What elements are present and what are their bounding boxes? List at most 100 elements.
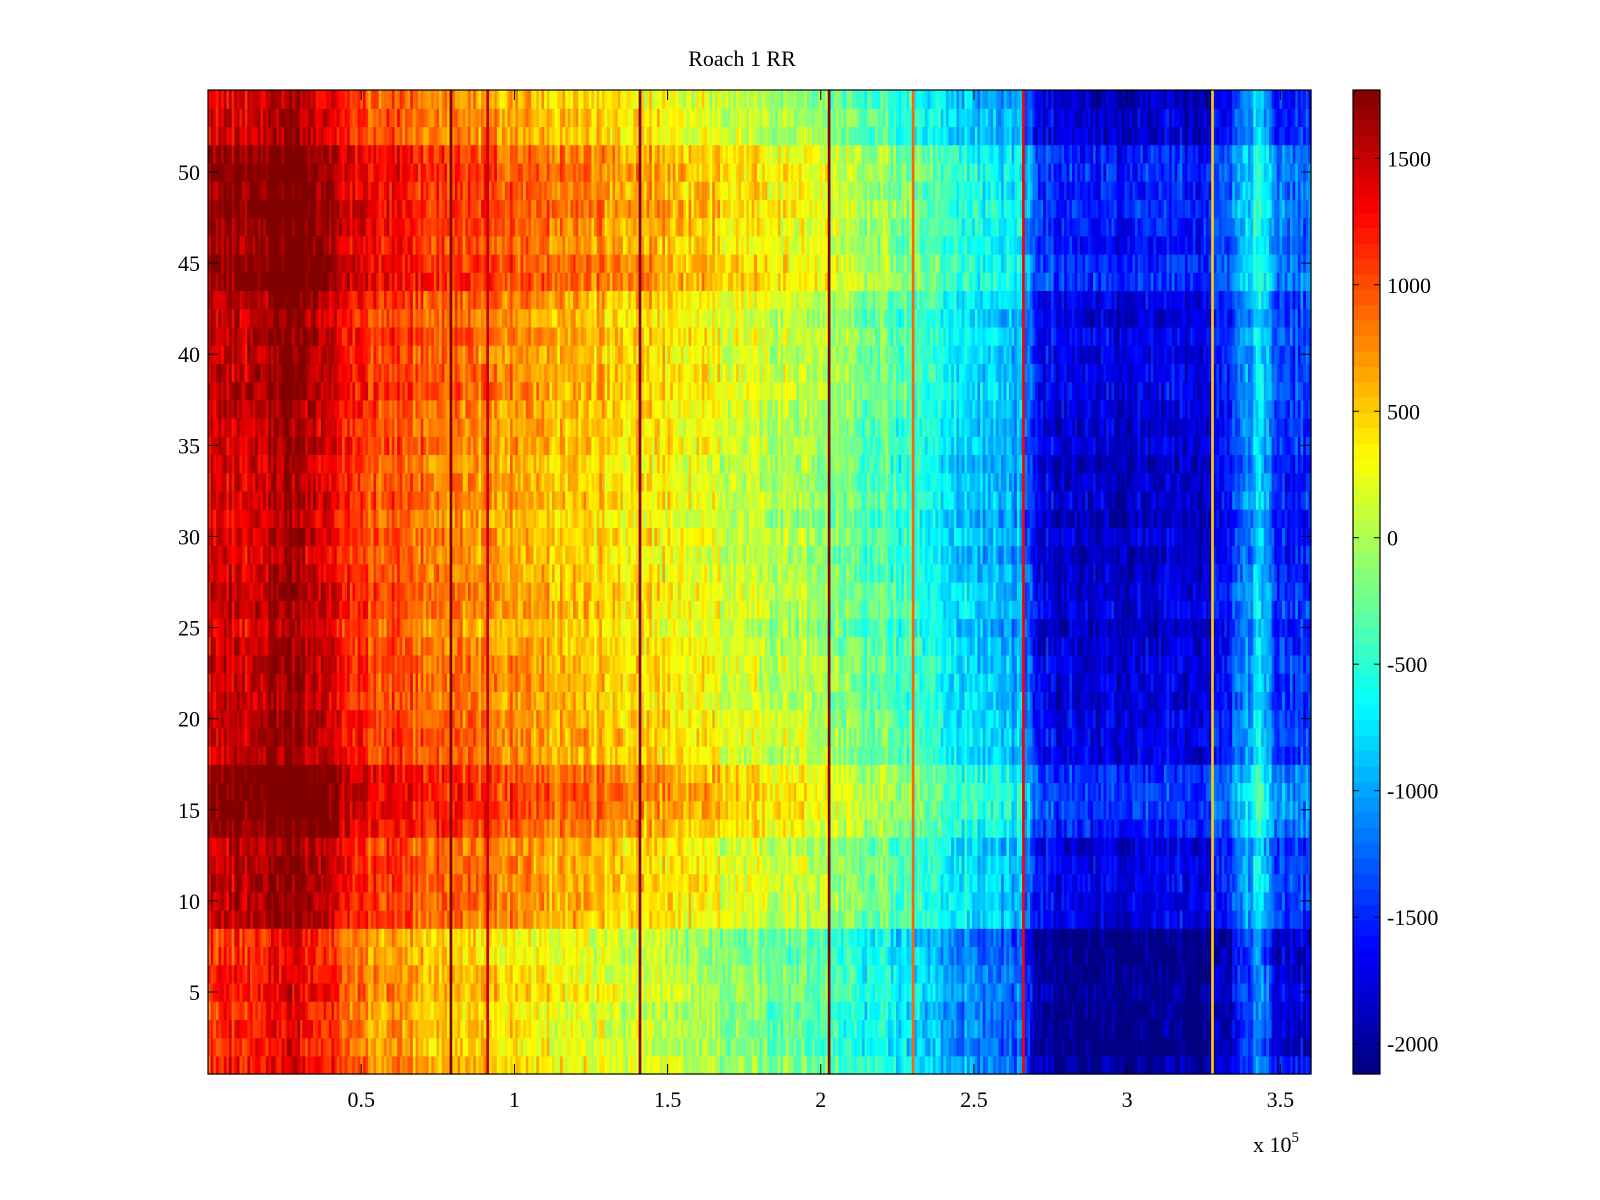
heatmap-cell: [404, 982, 409, 1002]
heatmap-cell: [770, 964, 774, 984]
heatmap-cell: [1048, 910, 1052, 929]
heatmap-cell: [565, 1019, 569, 1039]
heatmap-cell: [341, 873, 346, 893]
heatmap-cell: [825, 928, 829, 948]
heatmap-cell: [454, 910, 459, 929]
heatmap-cell: [244, 982, 248, 1002]
heatmap-cell: [391, 1001, 396, 1020]
heatmap-cell: [1011, 1001, 1015, 1020]
heatmap-cell: [299, 910, 304, 929]
heatmap-cell: [1200, 946, 1204, 966]
heatmap-cell: [607, 982, 611, 1002]
heatmap-cell: [764, 964, 768, 984]
heatmap-cell: [1001, 910, 1005, 929]
heatmap-cell: [793, 964, 797, 984]
heatmap-cell: [452, 946, 456, 966]
heatmap-cell: [573, 1001, 577, 1020]
heatmap-cell: [791, 1037, 795, 1057]
heatmap-cell: [872, 910, 876, 929]
heatmap-cell: [1148, 891, 1152, 911]
heatmap-cell: [1051, 1037, 1055, 1057]
heatmap-cell: [355, 1001, 359, 1020]
heatmap-cell: [549, 1037, 553, 1057]
heatmap-cell: [334, 964, 338, 984]
heatmap-cell: [615, 910, 619, 929]
heatmap-cell: [1077, 910, 1081, 929]
heatmap-cell: [523, 964, 527, 984]
heatmap-cell: [938, 928, 942, 948]
heatmap-cell: [234, 982, 238, 1002]
heatmap-cell: [985, 946, 989, 966]
heatmap-cell: [334, 928, 338, 948]
heatmap-cell: [341, 1019, 346, 1039]
heatmap-cell: [1024, 964, 1028, 984]
heatmap-cell: [922, 982, 926, 1002]
heatmap-cell: [643, 1001, 648, 1020]
heatmap-cell: [410, 946, 414, 966]
heatmap-cell: [1219, 964, 1223, 984]
heatmap-cell: [1121, 1055, 1126, 1075]
heatmap-cell: [785, 891, 789, 911]
heatmap-cell: [1303, 1019, 1307, 1039]
heatmap-cell: [402, 946, 406, 966]
heatmap-cell: [286, 1037, 291, 1057]
heatmap-cell: [735, 1055, 740, 1075]
heatmap-cell: [541, 1019, 545, 1039]
heatmap-cell: [510, 928, 514, 948]
heatmap-cell: [775, 1037, 779, 1057]
heatmap-cell: [943, 1055, 947, 1075]
heatmap-cell: [565, 982, 569, 1002]
heatmap-cell: [927, 1037, 931, 1057]
heatmap-cell: [911, 910, 916, 929]
heatmap-cell: [764, 928, 768, 948]
heatmap-cell: [898, 910, 902, 929]
heatmap-cell: [294, 891, 298, 911]
heatmap-cell: [499, 928, 503, 948]
heatmap-cell: [465, 928, 469, 948]
heatmap-cell: [838, 964, 842, 984]
heatmap-cell: [1203, 1037, 1207, 1057]
heatmap-cell: [410, 910, 414, 929]
heatmap-cell: [360, 910, 364, 929]
heatmap-cell: [1268, 1019, 1273, 1039]
heatmap-cell: [352, 964, 356, 984]
heatmap-cell: [604, 946, 608, 966]
heatmap-cell: [1271, 1001, 1275, 1020]
heatmap-cell: [638, 910, 642, 929]
heatmap-cell: [307, 982, 312, 1002]
heatmap-cell: [956, 1019, 960, 1039]
heatmap-cell: [788, 982, 792, 1002]
heatmap-cell: [859, 910, 863, 929]
heatmap-cell: [407, 1001, 411, 1020]
heatmap-cell: [1250, 1019, 1254, 1039]
heatmap-cell: [1158, 1001, 1162, 1020]
heatmap-cell: [649, 982, 653, 1002]
heatmap-cell: [1077, 1055, 1081, 1075]
heatmap-cell: [507, 873, 511, 893]
heatmap-cell: [452, 873, 456, 893]
heatmap-cell: [885, 1037, 889, 1057]
heatmap-cell: [638, 873, 642, 893]
heatmap-cell: [460, 964, 464, 984]
heatmap-cell: [1037, 1037, 1042, 1057]
heatmap-cell: [454, 1037, 459, 1057]
heatmap-cell: [1003, 1019, 1007, 1039]
heatmap-cell: [751, 1037, 755, 1057]
heatmap-cell: [607, 946, 611, 966]
heatmap-cell: [1145, 928, 1149, 948]
heatmap-cell: [394, 946, 398, 966]
heatmap-cell: [1093, 928, 1097, 948]
heatmap-cell: [612, 910, 616, 929]
heatmap-cell: [906, 1055, 910, 1075]
heatmap-cell: [861, 891, 866, 911]
heatmap-cell: [512, 1037, 516, 1057]
heatmap-cell: [352, 946, 356, 966]
heatmap-cell: [557, 982, 561, 1002]
heatmap-cell: [1022, 928, 1026, 948]
heatmap-cell: [323, 891, 327, 911]
heatmap-cell: [454, 891, 459, 911]
heatmap-cell: [297, 1037, 301, 1057]
heatmap-cell: [846, 1019, 850, 1039]
heatmap-cell: [562, 1037, 566, 1057]
heatmap-cell: [1297, 964, 1302, 984]
